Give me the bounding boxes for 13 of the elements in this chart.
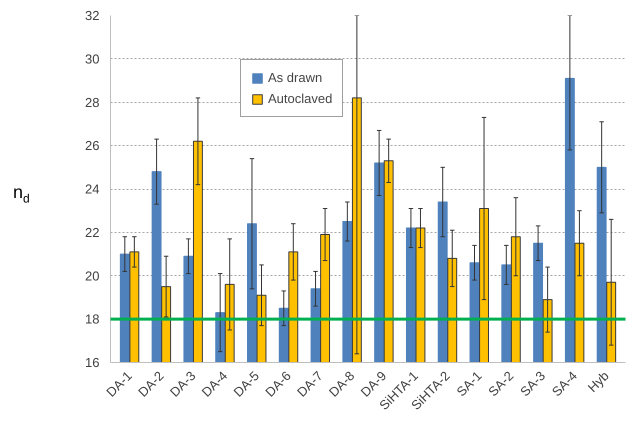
x-tick-label: Hyb bbox=[584, 368, 612, 396]
y-tick-label: 28 bbox=[85, 94, 100, 110]
y-tick-label: 30 bbox=[85, 51, 100, 66]
y-tick-label: 26 bbox=[85, 138, 100, 154]
y-tick-label: 16 bbox=[85, 355, 100, 370]
legend-label: Autoclaved bbox=[268, 91, 332, 106]
y-tick-label: 20 bbox=[85, 268, 100, 284]
y-tick-label: 24 bbox=[85, 182, 100, 196]
y-tick-label: 32 bbox=[85, 8, 100, 23]
y-tick-label: 18 bbox=[85, 312, 100, 327]
y-axis-title: n$_{d}$ bbox=[13, 181, 30, 208]
legend-label: As drawn bbox=[268, 70, 322, 85]
y-tick-label: 22 bbox=[85, 224, 100, 240]
